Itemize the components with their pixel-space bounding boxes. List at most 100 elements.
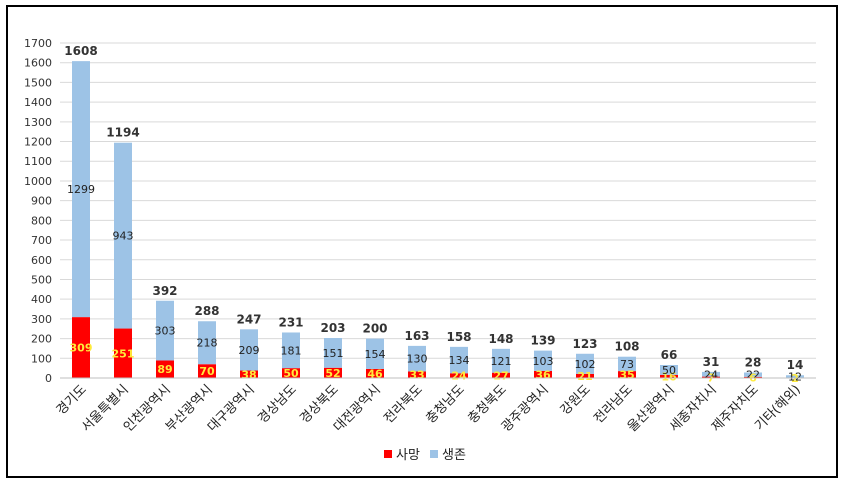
bar-survived (156, 300, 174, 361)
y-tick-label: 700 (31, 234, 52, 247)
bars: 309 1299 1608 251 943 1194 89 303 392 70 218 288 38 2… (64, 44, 804, 385)
data-label-total: 123 (572, 337, 597, 351)
bar-death (366, 368, 384, 378)
y-tick-label: 100 (31, 352, 52, 365)
data-label-death: 251 (112, 347, 135, 360)
y-tick-label: 1200 (24, 136, 52, 149)
bar-death (408, 371, 426, 378)
chart-frame: 0 100 200 300 400 500 600 700 800 900 1000 1100 1200… (6, 5, 838, 478)
data-label-survived: 130 (407, 353, 428, 366)
data-label-survived: 181 (281, 344, 302, 357)
bar-death (114, 328, 132, 378)
data-label-total: 1608 (64, 44, 97, 58)
data-label-survived: 1299 (67, 183, 95, 196)
data-label-total: 28 (745, 355, 762, 369)
x-category-label: 기타(해외) (752, 382, 804, 434)
legend-label-death: 사망 (396, 448, 420, 463)
bar-survived (72, 61, 90, 318)
data-label-total: 163 (404, 329, 429, 343)
data-label-death: 52 (325, 367, 340, 380)
data-label-total: 148 (488, 332, 513, 346)
y-tick-label: 1100 (24, 155, 52, 168)
bar-death (492, 372, 510, 378)
data-label-survived: 103 (533, 355, 554, 368)
y-tick-label: 1300 (24, 116, 52, 129)
y-tick-label: 800 (31, 214, 52, 227)
data-label-death: 89 (157, 363, 172, 376)
data-label-survived: 134 (449, 354, 470, 367)
bar-survived (408, 345, 426, 372)
data-label-total: 108 (614, 340, 639, 354)
data-label-total: 200 (362, 322, 387, 336)
data-label-total: 31 (703, 355, 720, 369)
y-tick-label: 600 (31, 254, 52, 267)
bar-survived (744, 372, 762, 377)
bar-death (534, 370, 552, 378)
data-label-survived: 209 (239, 344, 260, 357)
data-label-survived: 102 (575, 358, 596, 371)
x-category-label: 충청남도 (423, 382, 467, 426)
data-label-total: 139 (530, 334, 555, 348)
bar-death (450, 373, 468, 378)
legend-swatch-death (384, 450, 392, 458)
y-tick-label: 900 (31, 195, 52, 208)
data-label-survived: 121 (491, 355, 512, 368)
x-category-label: 전라북도 (381, 382, 425, 426)
data-label-death: 50 (283, 367, 299, 380)
bar-survived (786, 375, 804, 378)
data-label-total: 392 (152, 284, 177, 298)
bar-death (702, 376, 720, 378)
data-label-death: 309 (70, 342, 93, 355)
data-label-total: 203 (320, 321, 345, 335)
bar-death (744, 376, 762, 378)
data-label-total: 1194 (106, 126, 139, 140)
data-label-survived: 73 (620, 358, 634, 371)
y-tick-label: 1500 (24, 76, 52, 89)
data-label-survived: 943 (113, 230, 134, 243)
data-label-death: 70 (199, 365, 215, 378)
data-label-death: 27 (493, 369, 508, 382)
bar-survived (576, 353, 594, 374)
bar-death (72, 317, 90, 378)
bar-survived (198, 321, 216, 365)
bar-survived (450, 346, 468, 374)
bar-death (660, 374, 678, 378)
y-tick-label: 1700 (24, 37, 52, 50)
y-tick-label: 1600 (24, 57, 52, 70)
data-label-survived: 12 (788, 370, 802, 383)
data-label-survived: 22 (746, 369, 760, 382)
data-label-total: 247 (236, 312, 261, 326)
bar-survived (114, 142, 132, 329)
y-tick-label: 1400 (24, 96, 52, 109)
y-tick-label: 200 (31, 333, 52, 346)
data-label-death: 21 (577, 370, 592, 383)
data-label-death: 33 (409, 369, 424, 382)
data-label-survived: 50 (662, 364, 676, 377)
data-label-death: 38 (241, 368, 256, 381)
bar-survived (324, 337, 342, 368)
data-label-survived: 151 (323, 347, 344, 360)
bar-death (240, 370, 258, 378)
y-axis: 0 100 200 300 400 500 600 700 800 900 1000 1100 1200… (24, 37, 52, 385)
x-axis: 경기도서울특별시인천광역시부산광역시대구광역시경상남도경상북도대전광역시전라북도… (54, 377, 816, 435)
y-tick-label: 500 (31, 273, 52, 286)
bar-survived (366, 338, 384, 369)
bar-death (156, 360, 174, 378)
data-label-death: 46 (367, 367, 383, 380)
x-category-label: 강원도 (558, 382, 594, 418)
bar-death (198, 364, 216, 378)
bar-survived (618, 356, 636, 372)
bar-survived (492, 348, 510, 373)
x-category-label: 경기도 (54, 382, 90, 418)
gridlines (60, 42, 816, 379)
data-label-death: 24 (451, 370, 467, 383)
bar-death (282, 368, 300, 378)
legend: 사망 생존 (384, 448, 466, 463)
y-tick-label: 1000 (24, 175, 52, 188)
data-label-survived: 24 (704, 368, 718, 381)
bar-survived (534, 350, 552, 371)
bar-death (576, 373, 594, 378)
data-label-total: 231 (278, 315, 303, 329)
legend-label-survived: 생존 (442, 448, 466, 463)
data-label-total: 158 (446, 330, 471, 344)
